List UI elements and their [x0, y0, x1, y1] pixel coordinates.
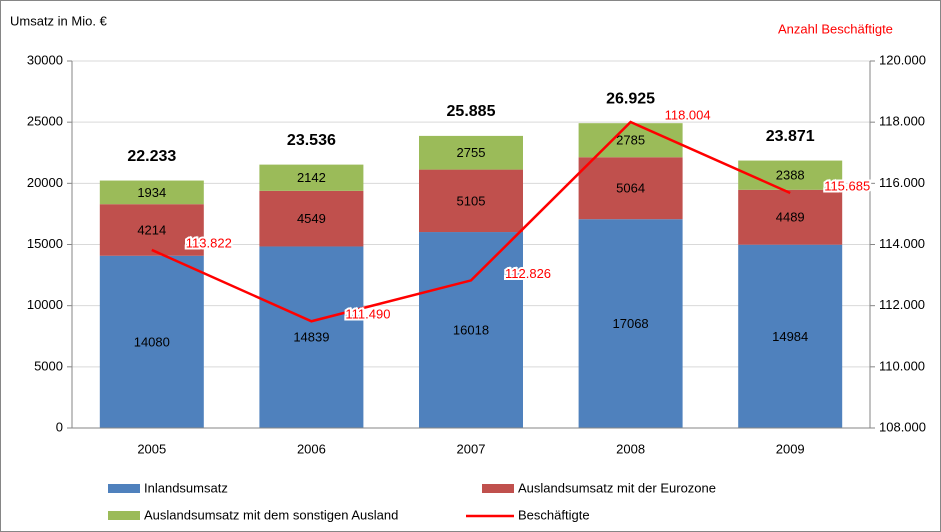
y-tick-label: 5000: [34, 358, 63, 373]
bar-segment: [419, 169, 523, 233]
line: [151, 120, 791, 323]
y2-tick-label: 116.000: [879, 175, 925, 190]
bar-value-label: 4549: [297, 211, 326, 226]
bar-value-label: 17068: [613, 316, 649, 331]
bar-segment: [99, 180, 204, 205]
x-tick-label: 2009: [776, 441, 805, 456]
total-label: 26.925: [606, 90, 655, 107]
bar-value-label: 2785: [616, 133, 645, 148]
bar-segment: [738, 189, 843, 245]
x-tick-label: 2005: [137, 441, 166, 456]
bar-segment: [419, 232, 523, 428]
legend-swatch: [108, 511, 140, 520]
x-tick-label: 2006: [297, 441, 326, 456]
total-label: 23.536: [287, 132, 336, 149]
y-tick-label: 10000: [27, 297, 63, 312]
bar-segment: [738, 160, 843, 190]
bar-segment: [99, 204, 204, 256]
bar-value-label: 4214: [137, 222, 166, 237]
legend-label: Inlandsumsatz: [144, 480, 228, 495]
bar-segment: [738, 244, 843, 428]
y-tick-label: 30000: [27, 52, 63, 67]
legend-swatch: [482, 484, 514, 493]
bar-segment: [259, 190, 364, 247]
y-tick-label: 20000: [27, 175, 63, 190]
bar-segment: [578, 123, 683, 158]
line-value-label: 113.822: [186, 235, 232, 250]
y-tick-label: 25000: [27, 114, 63, 129]
total-label: 25.885: [447, 103, 496, 120]
legend-label: Beschäftigte: [518, 507, 590, 522]
bar-value-label: 1934: [137, 185, 166, 200]
legend-label: Auslandsumsatz mit dem sonstigen Ausland: [144, 507, 398, 522]
line-value-label: 112.826: [505, 266, 551, 281]
bar-segment: [578, 157, 683, 220]
legend-swatch: [108, 484, 140, 493]
x-tick-label: 2008: [616, 441, 645, 456]
y2-tick-label: 118.000: [879, 114, 925, 129]
bar-value-label: 2755: [457, 145, 486, 160]
line-value-label: 115.685: [824, 178, 870, 193]
total-label: 22.233: [127, 148, 176, 165]
bar-value-label: 14984: [772, 329, 808, 344]
y2-tick-label: 108.000: [879, 419, 926, 434]
bar-segment: [259, 164, 364, 191]
bar-value-label: 5105: [457, 193, 486, 208]
bar-value-label: 2142: [297, 170, 326, 185]
y2-axis-title: Anzahl Beschäftigte: [778, 21, 893, 36]
legend-label: Auslandsumsatz mit der Eurozone: [518, 480, 716, 495]
line-value-label: 118.004: [665, 107, 711, 122]
y2-tick-label: 120.000: [879, 52, 926, 67]
bar-value-label: 4489: [776, 210, 805, 225]
bar-segment: [419, 135, 523, 170]
y2-tick-label: 110.000: [879, 358, 925, 373]
y2-tick-label: 112.000: [879, 297, 925, 312]
total-label: 23.871: [766, 128, 815, 145]
bar-segment: [578, 219, 683, 428]
bar-segment: [259, 246, 364, 428]
line-value-label: 111.490: [345, 307, 390, 322]
y-axis-title: Umsatz in Mio. €: [10, 13, 108, 28]
bar-value-label: 2388: [776, 168, 805, 183]
y2-tick-label: 114.000: [879, 236, 925, 251]
bar-value-label: 14080: [134, 334, 170, 349]
bar-segment: [99, 255, 204, 428]
bar-value-label: 14839: [293, 330, 329, 345]
x-tick-label: 2007: [457, 441, 486, 456]
y-tick-label: 15000: [27, 236, 63, 251]
y-tick-label: 0: [56, 419, 63, 434]
bar-value-label: 5064: [616, 181, 645, 196]
bar-value-label: 16018: [453, 322, 489, 337]
